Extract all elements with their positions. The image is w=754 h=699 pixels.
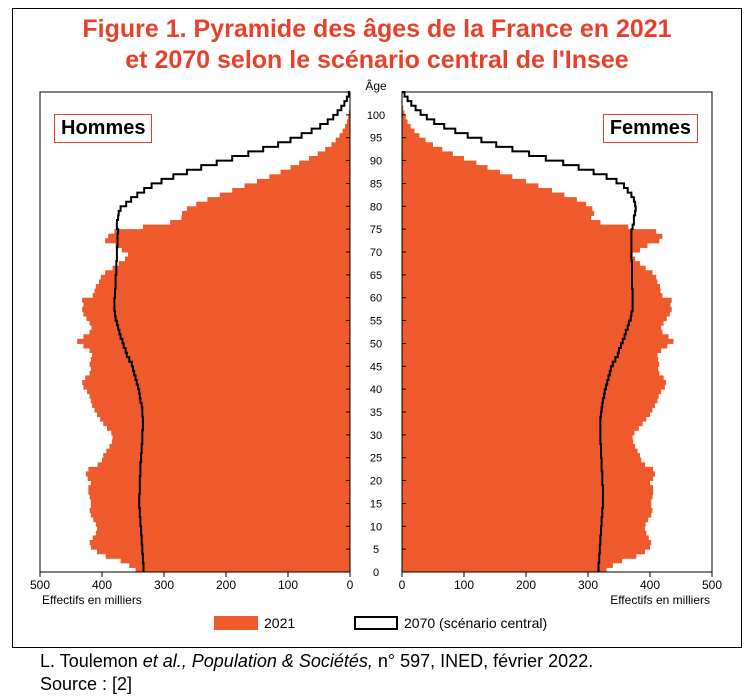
- caption-issue: n° 597, INED, février 2022.: [373, 651, 593, 671]
- svg-text:0: 0: [399, 578, 406, 592]
- svg-text:0: 0: [347, 578, 354, 592]
- svg-text:0: 0: [373, 567, 379, 579]
- label-hommes: Hommes: [54, 114, 152, 143]
- legend-label-2021: 2021: [264, 615, 295, 631]
- svg-text:20: 20: [370, 476, 382, 488]
- svg-text:200: 200: [516, 578, 536, 592]
- svg-text:5: 5: [373, 544, 379, 556]
- svg-text:200: 200: [216, 578, 236, 592]
- svg-text:25: 25: [370, 453, 382, 465]
- svg-text:95: 95: [370, 133, 382, 145]
- svg-text:60: 60: [370, 293, 382, 305]
- figure-caption: L. Toulemon et al., Population & Société…: [40, 650, 593, 697]
- svg-text:100: 100: [367, 110, 385, 122]
- svg-text:85: 85: [370, 178, 382, 190]
- svg-text:100: 100: [278, 578, 298, 592]
- svg-text:90: 90: [370, 156, 382, 168]
- svg-text:500: 500: [702, 578, 722, 592]
- label-femmes: Femmes: [603, 114, 698, 143]
- svg-text:30: 30: [370, 430, 382, 442]
- legend-swatch-2021: [214, 616, 258, 630]
- svg-text:Âge: Âge: [365, 78, 387, 93]
- svg-text:45: 45: [370, 361, 382, 373]
- svg-text:40: 40: [370, 384, 382, 396]
- svg-text:300: 300: [154, 578, 174, 592]
- caption-source: Source : [2]: [40, 674, 132, 694]
- svg-text:55: 55: [370, 316, 382, 328]
- chart-area: 0010010020020030030040040050050005101520…: [40, 92, 712, 592]
- svg-text:300: 300: [578, 578, 598, 592]
- svg-text:10: 10: [370, 521, 382, 533]
- title-line-1: Figure 1. Pyramide des âges de la France…: [82, 15, 671, 43]
- figure-container: Figure 1. Pyramide des âges de la France…: [0, 0, 754, 699]
- pyramid-chart: 0010010020020030030040040050050005101520…: [40, 92, 712, 592]
- svg-text:35: 35: [370, 407, 382, 419]
- svg-text:80: 80: [370, 201, 382, 213]
- svg-text:15: 15: [370, 498, 382, 510]
- svg-text:70: 70: [370, 247, 382, 259]
- caption-journal: et al., Population & Sociétés,: [143, 651, 373, 671]
- title-line-2: et 2070 selon le scénario central de l'I…: [125, 46, 628, 74]
- svg-text:Effectifs en milliers: Effectifs en milliers: [42, 593, 142, 607]
- legend-label-2070: 2070 (scénario central): [404, 615, 547, 631]
- svg-text:Effectifs en milliers: Effectifs en milliers: [610, 593, 710, 607]
- svg-text:75: 75: [370, 224, 382, 236]
- svg-text:50: 50: [370, 338, 382, 350]
- svg-text:500: 500: [30, 578, 50, 592]
- svg-text:400: 400: [92, 578, 112, 592]
- svg-text:100: 100: [454, 578, 474, 592]
- figure-title: Figure 1. Pyramide des âges de la France…: [0, 14, 754, 77]
- caption-author: L. Toulemon: [40, 651, 143, 671]
- svg-text:65: 65: [370, 270, 382, 282]
- legend-swatch-2070: [354, 616, 398, 630]
- svg-text:400: 400: [640, 578, 660, 592]
